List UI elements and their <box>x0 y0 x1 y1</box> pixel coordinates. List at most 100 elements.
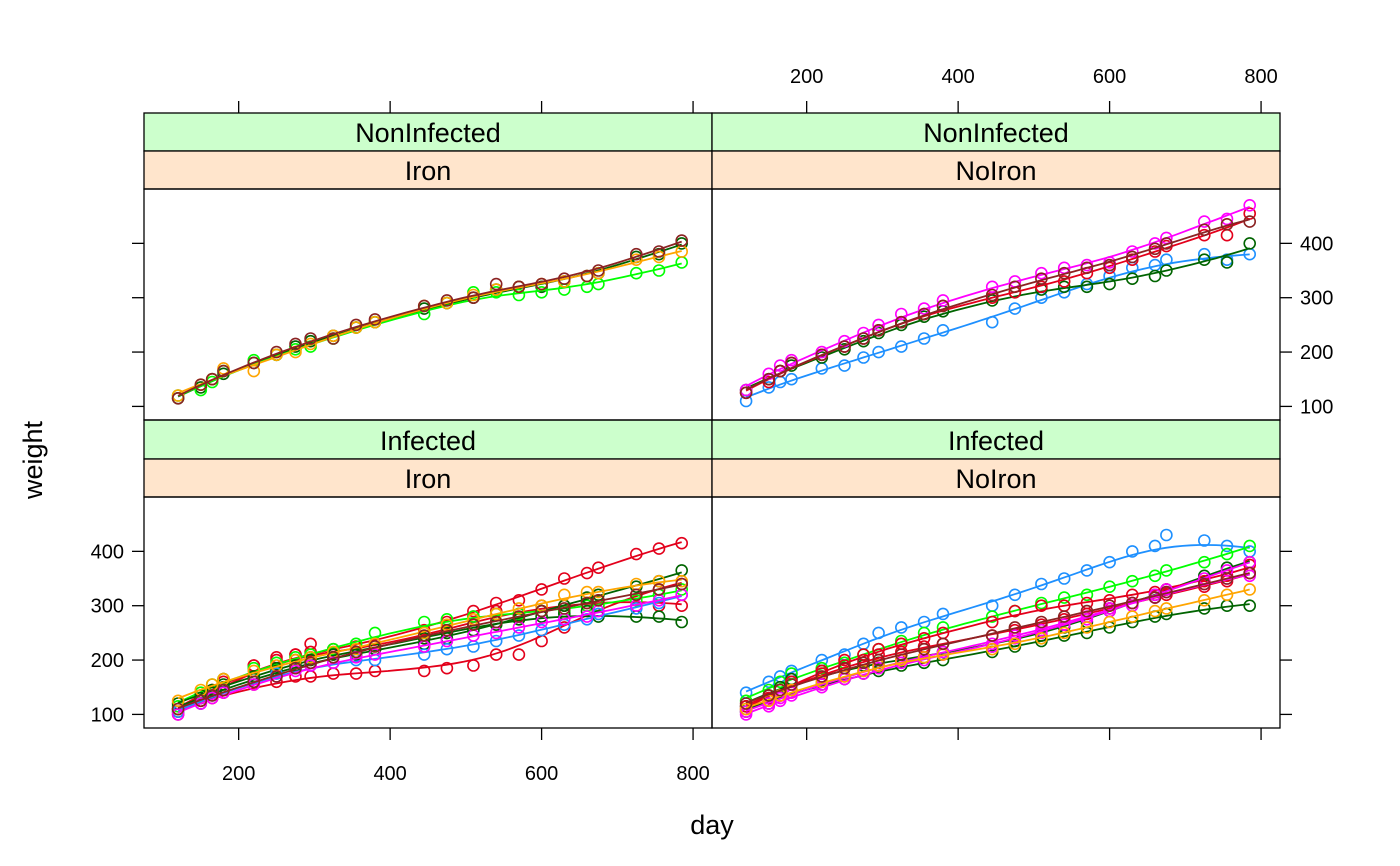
data-point <box>773 375 787 389</box>
data-point <box>440 642 454 656</box>
data-point <box>1198 247 1211 261</box>
data-point <box>675 256 689 269</box>
data-point <box>1103 615 1116 629</box>
data-point <box>349 318 363 332</box>
data-point <box>535 277 548 291</box>
data-point <box>368 648 382 661</box>
strip-bottom <box>143 458 713 498</box>
data-point <box>1198 602 1211 615</box>
data-point <box>894 648 908 661</box>
data-point <box>217 364 230 378</box>
data-point <box>857 351 870 364</box>
data-point <box>1035 631 1048 645</box>
data-point <box>349 667 363 680</box>
series-line <box>745 247 1250 390</box>
data-point <box>1243 199 1256 212</box>
x-axis-title: day <box>690 810 734 840</box>
data-point <box>580 610 594 623</box>
data-point <box>1057 626 1071 640</box>
data-point <box>1160 564 1173 577</box>
data-point <box>629 247 643 261</box>
data-point <box>205 689 219 702</box>
data-point <box>675 564 689 577</box>
data-point <box>936 323 950 337</box>
strip-top-label: Infected <box>948 426 1044 456</box>
data-point <box>1008 280 1022 294</box>
data-point <box>762 372 776 386</box>
data-point <box>205 372 219 386</box>
data-point <box>489 648 503 661</box>
data-point <box>417 629 431 642</box>
series-8 <box>739 583 1256 716</box>
data-point <box>467 659 480 672</box>
y-axis-title: weight <box>18 420 48 500</box>
data-point <box>1057 275 1071 288</box>
data-point <box>326 332 340 345</box>
data-point <box>512 610 526 623</box>
data-point <box>1035 266 1048 280</box>
data-point <box>1243 237 1256 250</box>
y-tick-label: 400 <box>1300 233 1333 255</box>
data-point <box>985 642 999 656</box>
panel-noninfected-noiron: NonInfected NoIron <box>711 112 1281 421</box>
data-point <box>773 683 787 697</box>
data-point <box>985 280 999 294</box>
data-point <box>838 359 851 372</box>
series-line <box>745 566 1250 709</box>
series-line <box>177 578 682 700</box>
data-point <box>592 264 605 277</box>
data-point <box>1198 555 1211 569</box>
x-tick-label: 800 <box>1244 66 1277 88</box>
data-point <box>675 536 689 550</box>
strip-bottom <box>711 150 1281 190</box>
data-point <box>270 670 283 683</box>
y-tick-label: 200 <box>91 650 124 672</box>
data-point <box>1057 280 1071 294</box>
data-point <box>304 656 317 670</box>
y-tick-label: 100 <box>91 704 124 726</box>
data-point <box>1080 280 1094 294</box>
series-3 <box>171 234 689 405</box>
data-point <box>652 245 666 258</box>
data-point <box>368 313 382 326</box>
data-point <box>467 618 480 632</box>
data-point <box>1080 621 1094 634</box>
data-point <box>489 607 503 621</box>
data-point <box>985 610 999 623</box>
strip-top <box>711 419 1281 460</box>
data-point <box>417 299 431 313</box>
strip-top-label: NonInfected <box>923 118 1069 148</box>
data-point <box>289 337 302 351</box>
strip-bottom <box>711 458 1281 498</box>
data-point <box>652 583 666 596</box>
data-point <box>1220 256 1234 269</box>
data-point <box>326 650 340 664</box>
data-point <box>675 577 689 591</box>
data-point <box>304 332 317 345</box>
panel-noninfected-iron: NonInfected Iron <box>143 112 713 421</box>
data-point <box>985 637 999 651</box>
data-point <box>838 653 851 667</box>
data-point <box>1198 534 1211 547</box>
data-point <box>247 675 261 689</box>
series-6 <box>739 555 1256 721</box>
data-point <box>1008 302 1022 315</box>
data-point <box>1198 228 1211 242</box>
plot-area <box>711 496 1281 729</box>
panel-infected-iron: Infected Iron <box>143 419 713 729</box>
data-point <box>1198 223 1211 237</box>
data-point <box>304 637 317 651</box>
data-point <box>773 359 787 372</box>
data-point <box>985 315 999 329</box>
data-point <box>1103 555 1116 569</box>
data-point <box>1220 539 1234 553</box>
data-point <box>1220 212 1234 226</box>
data-point <box>1148 539 1162 553</box>
data-point <box>1243 215 1256 228</box>
data-point <box>1126 545 1139 558</box>
data-point <box>1220 218 1234 231</box>
data-point <box>815 362 829 375</box>
data-point <box>512 280 526 294</box>
panel-infected-noiron: Infected NoIron <box>711 419 1281 729</box>
data-point <box>1008 637 1022 651</box>
